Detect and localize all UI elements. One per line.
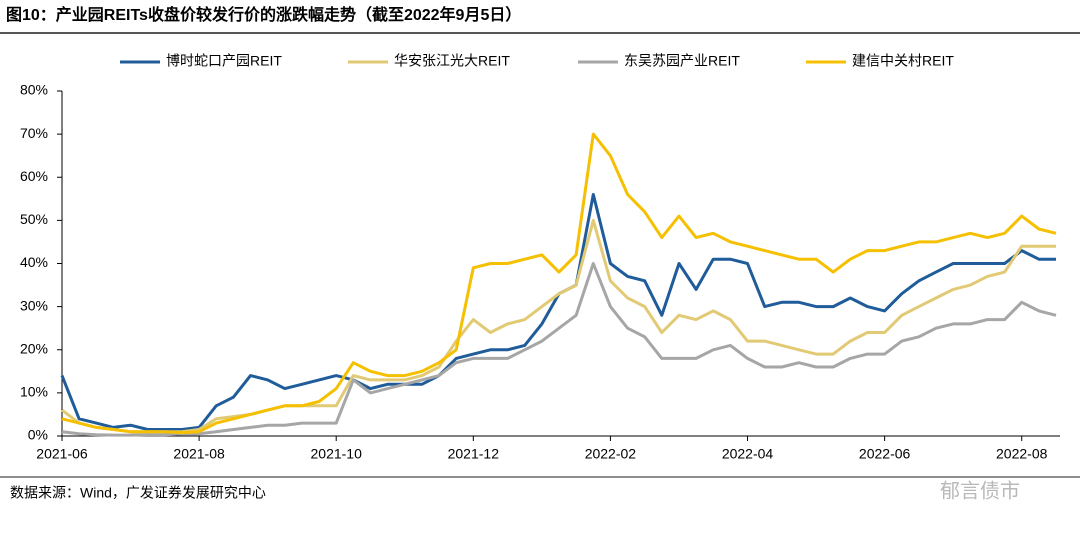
chart-title: 图10：产业园REITs收盘价较发行价的涨跌幅走势（截至2022年9月5日） bbox=[6, 5, 521, 24]
y-tick-label: 10% bbox=[20, 384, 48, 400]
y-tick-label: 30% bbox=[20, 297, 48, 313]
y-tick-label: 70% bbox=[20, 125, 48, 141]
x-tick-label: 2022-04 bbox=[722, 446, 774, 462]
legend-label: 东吴苏园产业REIT bbox=[624, 53, 740, 69]
legend-label: 博时蛇口产园REIT bbox=[166, 53, 282, 69]
x-tick-label: 2021-12 bbox=[448, 446, 500, 462]
x-tick-label: 2022-06 bbox=[859, 446, 911, 462]
legend-label: 建信中关村REIT bbox=[852, 53, 954, 69]
x-tick-label: 2021-08 bbox=[173, 446, 225, 462]
x-tick-label: 2021-06 bbox=[36, 446, 88, 462]
x-tick-label: 2022-02 bbox=[585, 446, 637, 462]
y-tick-label: 60% bbox=[20, 168, 48, 184]
series-line bbox=[61, 132, 1057, 435]
series-line bbox=[61, 262, 1057, 437]
y-tick-label: 0% bbox=[28, 427, 48, 443]
x-tick-label: 2022-08 bbox=[996, 446, 1048, 462]
y-tick-label: 50% bbox=[20, 211, 48, 227]
legend-label: 华安张江光大REIT bbox=[394, 53, 510, 69]
x-tick-label: 2021-10 bbox=[311, 446, 363, 462]
source-note: 数据来源：Wind，广发证券发展研究中心 bbox=[10, 485, 266, 501]
watermark: 郁言债市 bbox=[940, 479, 1020, 502]
y-tick-label: 20% bbox=[20, 340, 48, 356]
y-tick-label: 80% bbox=[20, 82, 48, 98]
y-tick-label: 40% bbox=[20, 254, 48, 270]
series-line bbox=[61, 218, 1056, 434]
